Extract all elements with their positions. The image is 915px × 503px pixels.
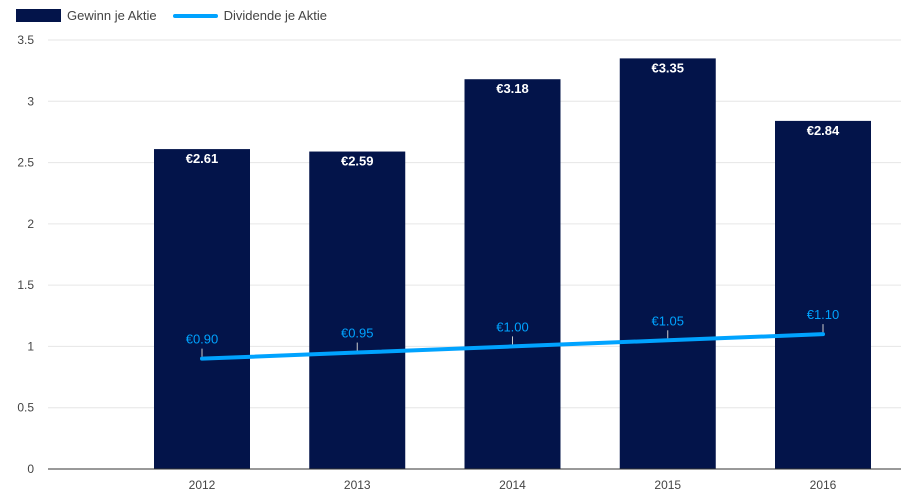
line-value-label: €0.90 xyxy=(186,332,219,347)
legend-swatch-bars xyxy=(16,9,61,22)
line-value-label: €0.95 xyxy=(341,326,374,341)
y-tick-label: 2.5 xyxy=(17,156,34,170)
legend-swatch-line xyxy=(172,13,218,18)
bar-value-label: €3.18 xyxy=(496,81,529,96)
line-point xyxy=(666,338,670,342)
bar-value-label: €2.84 xyxy=(807,123,840,138)
chart-legend: Gewinn je Aktie Dividende je Aktie xyxy=(16,8,343,23)
bar xyxy=(464,79,561,470)
bar-value-label: €2.61 xyxy=(186,151,219,166)
line-point xyxy=(511,344,514,348)
legend-item-line[interactable]: Dividende je Aktie xyxy=(172,8,327,23)
y-tick-label: 3.5 xyxy=(17,33,34,47)
bar-value-label: €2.59 xyxy=(341,154,374,169)
legend-label-line: Dividende je Aktie xyxy=(223,8,327,23)
bar xyxy=(619,58,716,470)
bar xyxy=(775,120,871,469)
y-tick-label: 3 xyxy=(27,94,34,108)
y-tick-label: 2 xyxy=(27,217,34,231)
line-point xyxy=(821,332,825,336)
x-tick-label: 2014 xyxy=(499,478,526,492)
legend-label-bars: Gewinn je Aktie xyxy=(67,8,157,23)
y-tick-label: 0 xyxy=(27,462,34,476)
line-point xyxy=(355,351,359,355)
x-tick-label: 2012 xyxy=(189,478,216,492)
y-tick-label: 1 xyxy=(27,339,34,353)
bar xyxy=(309,151,406,470)
line-point xyxy=(200,357,204,361)
line-value-label: €1.05 xyxy=(651,313,684,328)
y-tick-label: 0.5 xyxy=(17,401,34,415)
x-tick-label: 2015 xyxy=(654,478,681,492)
bar xyxy=(154,149,250,470)
legend-item-bars[interactable]: Gewinn je Aktie xyxy=(16,8,157,23)
x-tick-label: 2016 xyxy=(810,478,837,492)
line-value-label: €1.10 xyxy=(807,307,840,322)
x-tick-label: 2013 xyxy=(344,478,371,492)
bar-value-label: €3.35 xyxy=(651,60,684,75)
line-value-label: €1.00 xyxy=(496,319,529,334)
y-tick-label: 1.5 xyxy=(17,278,34,292)
